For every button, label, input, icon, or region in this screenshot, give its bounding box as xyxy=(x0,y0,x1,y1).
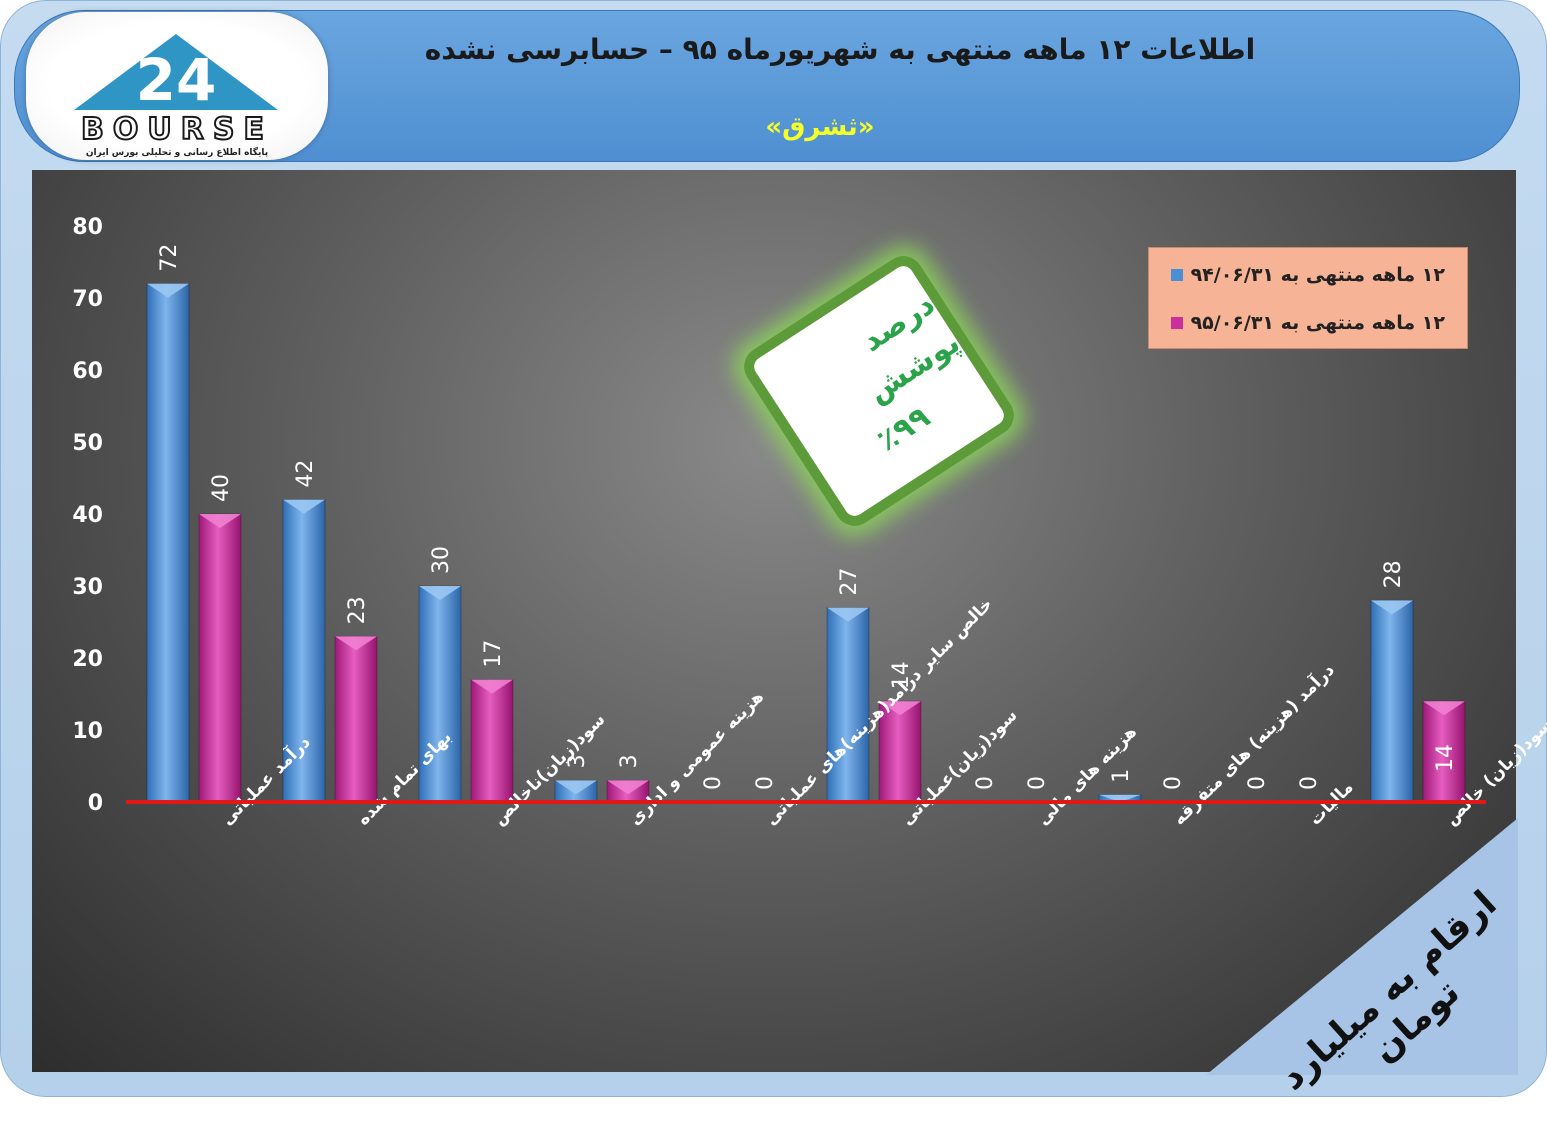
data-label: 23 xyxy=(345,596,370,624)
data-label: 0 xyxy=(1297,776,1322,790)
data-label: 30 xyxy=(429,546,454,574)
units-corner-triangle xyxy=(1206,818,1518,1075)
bar xyxy=(470,679,514,803)
bar-top-bevel xyxy=(335,636,377,651)
logo-triangle xyxy=(74,34,278,110)
logo-word: BOURSE xyxy=(80,111,273,148)
y-tick-label: 80 xyxy=(72,215,103,240)
bar-top-bevel xyxy=(555,780,597,795)
bar-top-bevel xyxy=(607,780,649,795)
bar-top-bevel xyxy=(199,514,241,528)
data-label: 14 xyxy=(1433,744,1458,772)
logo-tagline: پایگاه اطلاع رسانی و تحلیلی بورس ایران xyxy=(85,148,269,158)
legend-swatch-series-1 xyxy=(1170,269,1183,281)
bar xyxy=(282,499,326,803)
data-label: 0 xyxy=(973,776,998,790)
logo-badge: 24 BOURSE پایگاه اطلاع رسانی و تحلیلی بو… xyxy=(26,12,328,160)
data-label: 0 xyxy=(1025,776,1050,790)
data-label: 40 xyxy=(209,474,234,502)
bar-top-bevel xyxy=(1423,701,1465,716)
bar-top-bevel xyxy=(1099,794,1141,802)
logo-mark: 24 xyxy=(74,34,278,114)
legend-label-series-2: ۱۲ ماهه منتهی به ۹۵/۰۶/۳۱ xyxy=(1190,312,1445,334)
page-title: اطلاعات ۱۲ ماهه منتهی به شهریورماه ۹۵ – … xyxy=(424,33,1256,66)
bar-top-bevel xyxy=(1371,600,1413,615)
data-label: 17 xyxy=(481,640,506,668)
y-axis: 0 10 20 30 40 50 60 70 80 xyxy=(72,215,103,816)
bar xyxy=(334,635,378,803)
data-label: 42 xyxy=(293,460,318,488)
y-tick-label: 20 xyxy=(72,647,103,672)
chart-legend: ۱۲ ماهه منتهی به ۹۴/۰۶/۳۱ ۱۲ ماهه منتهی … xyxy=(1148,247,1468,349)
legend-item-series-2: ۱۲ ماهه منتهی به ۹۵/۰۶/۳۱ xyxy=(1170,308,1445,338)
data-label: 0 xyxy=(701,776,726,790)
y-tick-label: 70 xyxy=(72,287,103,312)
data-label: 72 xyxy=(157,244,182,272)
data-label: 0 xyxy=(1161,776,1186,790)
bar-top-bevel xyxy=(471,679,513,694)
y-tick-label: 40 xyxy=(72,503,103,528)
bar-top-bevel xyxy=(283,499,325,514)
legend-swatch-series-2 xyxy=(1170,317,1183,329)
data-label: 0 xyxy=(1245,776,1270,790)
page-subtitle: «ثشرق» xyxy=(765,112,875,142)
data-label: 1 xyxy=(1109,769,1134,783)
data-label: 14 xyxy=(889,661,914,689)
y-tick-label: 60 xyxy=(72,359,103,384)
logo-mark-text: 24 xyxy=(136,46,217,114)
bar-top-bevel xyxy=(147,283,189,298)
data-label: 27 xyxy=(837,568,862,596)
data-label: 3 xyxy=(565,754,590,768)
bar xyxy=(146,283,190,803)
bar-top-bevel xyxy=(419,586,461,600)
data-label: 0 xyxy=(753,776,778,790)
legend-label-series-1: ۱۲ ماهه منتهی به ۹۴/۰۶/۳۱ xyxy=(1190,264,1445,286)
bar-top-bevel xyxy=(879,701,921,716)
y-tick-label: 0 xyxy=(88,791,103,816)
y-tick-label: 10 xyxy=(72,719,103,744)
bar xyxy=(198,513,242,803)
bar xyxy=(1422,700,1466,803)
y-tick-label: 30 xyxy=(72,575,103,600)
legend-item-series-1: ۱۲ ماهه منتهی به ۹۴/۰۶/۳۱ xyxy=(1170,260,1445,290)
bar xyxy=(418,585,462,803)
data-label: 28 xyxy=(1381,560,1406,588)
bar-top-bevel xyxy=(827,607,869,622)
data-label: 3 xyxy=(617,754,642,768)
y-tick-label: 50 xyxy=(72,431,103,456)
